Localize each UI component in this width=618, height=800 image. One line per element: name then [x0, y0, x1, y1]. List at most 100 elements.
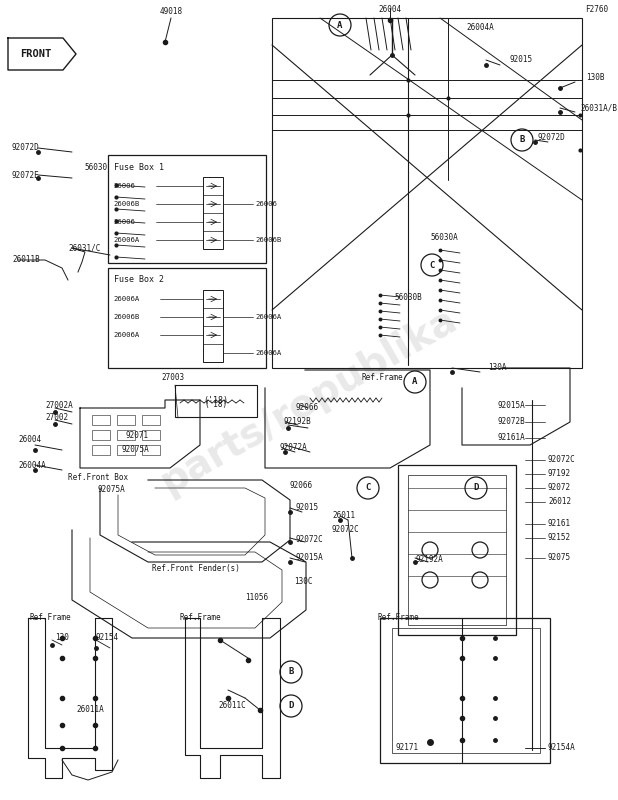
- Text: 56030B: 56030B: [394, 294, 421, 302]
- Text: FRONT: FRONT: [20, 49, 52, 59]
- Bar: [92, 445, 110, 455]
- Text: 26004A: 26004A: [466, 23, 494, 33]
- Text: 92075A: 92075A: [98, 486, 125, 494]
- Text: 92152: 92152: [548, 534, 571, 542]
- Text: Ref.Front Fender(s): Ref.Front Fender(s): [152, 563, 240, 573]
- Bar: [203, 290, 223, 362]
- Text: C: C: [430, 261, 434, 270]
- Text: 26006: 26006: [113, 183, 135, 189]
- Text: 26011: 26011: [332, 511, 355, 521]
- Text: parts/republika: parts/republika: [154, 299, 464, 501]
- Text: 92015: 92015: [510, 55, 533, 65]
- Text: ('18): ('18): [203, 397, 229, 406]
- Bar: [108, 268, 266, 368]
- Text: 26004A: 26004A: [18, 461, 46, 470]
- Text: 130: 130: [55, 634, 69, 642]
- Text: 92015A: 92015A: [295, 554, 323, 562]
- Text: 26006A: 26006A: [113, 237, 139, 243]
- Text: 56030: 56030: [85, 163, 108, 173]
- Text: 26011A: 26011A: [76, 706, 104, 714]
- Text: B: B: [289, 667, 294, 677]
- Text: 92161: 92161: [548, 519, 571, 529]
- Bar: [117, 430, 135, 440]
- Bar: [203, 177, 223, 249]
- Bar: [175, 385, 257, 417]
- Text: 97192: 97192: [548, 470, 571, 478]
- Text: 26006B: 26006B: [113, 201, 139, 207]
- Text: 26006B: 26006B: [113, 314, 139, 320]
- Text: 92072D: 92072D: [12, 143, 40, 153]
- Text: 26006A: 26006A: [113, 296, 139, 302]
- Text: 26006: 26006: [255, 201, 277, 207]
- Bar: [142, 445, 160, 455]
- Text: 92015A: 92015A: [498, 401, 526, 410]
- Text: 27002: 27002: [45, 414, 68, 422]
- Text: Fuse Box 2: Fuse Box 2: [114, 275, 164, 285]
- Text: 130C: 130C: [294, 578, 313, 586]
- Text: 92192B: 92192B: [283, 418, 311, 426]
- Text: 26004: 26004: [378, 6, 402, 14]
- Text: 92072C: 92072C: [296, 535, 324, 545]
- Text: Ref.Front Box: Ref.Front Box: [68, 474, 128, 482]
- Text: 92066: 92066: [290, 482, 313, 490]
- Text: ('18): ('18): [205, 399, 227, 409]
- Text: F2760: F2760: [585, 6, 608, 14]
- Text: D: D: [473, 483, 479, 493]
- Bar: [92, 430, 110, 440]
- Text: Ref.Frame: Ref.Frame: [362, 374, 404, 382]
- Text: 27003: 27003: [161, 374, 185, 382]
- Text: 92015: 92015: [295, 503, 318, 513]
- Text: 92072A: 92072A: [279, 443, 307, 453]
- Bar: [272, 18, 582, 368]
- Text: Ref.Frame: Ref.Frame: [378, 614, 420, 622]
- Text: 92072D: 92072D: [538, 134, 565, 142]
- Text: 92072: 92072: [548, 483, 571, 493]
- Text: 92171: 92171: [395, 743, 418, 753]
- Bar: [398, 465, 516, 635]
- Text: Fuse Box 1: Fuse Box 1: [114, 162, 164, 171]
- Text: 92075: 92075: [548, 554, 571, 562]
- Bar: [142, 430, 160, 440]
- Text: 27002A: 27002A: [45, 401, 73, 410]
- Text: 26006A: 26006A: [113, 332, 139, 338]
- Text: 92072C: 92072C: [332, 526, 360, 534]
- Text: 92154: 92154: [96, 634, 119, 642]
- Bar: [117, 445, 135, 455]
- Bar: [408, 475, 506, 625]
- Text: 26004: 26004: [18, 435, 41, 445]
- Text: D: D: [289, 702, 294, 710]
- Text: A: A: [337, 21, 343, 30]
- Text: 92072B: 92072B: [498, 418, 526, 426]
- Text: B: B: [519, 135, 525, 145]
- Text: 92066: 92066: [295, 403, 318, 413]
- Bar: [92, 415, 110, 425]
- Text: Ref.Frame: Ref.Frame: [180, 614, 222, 622]
- Text: 26012: 26012: [548, 498, 571, 506]
- Bar: [117, 415, 135, 425]
- Text: 26031/C: 26031/C: [68, 243, 100, 253]
- Text: 56030A: 56030A: [430, 234, 458, 242]
- Text: 26006: 26006: [113, 219, 135, 225]
- Text: 26031A/B: 26031A/B: [580, 103, 617, 113]
- Text: 26011B: 26011B: [12, 255, 40, 265]
- Text: 26006A: 26006A: [255, 314, 281, 320]
- Text: Ref.Frame: Ref.Frame: [30, 614, 72, 622]
- Text: A: A: [412, 378, 418, 386]
- Text: 92071: 92071: [125, 430, 148, 439]
- Text: 26006B: 26006B: [255, 237, 281, 243]
- Text: 49018: 49018: [159, 7, 182, 17]
- Text: 92072C: 92072C: [548, 455, 576, 465]
- Text: 11056: 11056: [245, 594, 268, 602]
- Text: 26011C: 26011C: [218, 702, 246, 710]
- Text: 26006A: 26006A: [255, 350, 281, 356]
- Text: 130B: 130B: [586, 74, 604, 82]
- Text: 92161A: 92161A: [498, 434, 526, 442]
- Text: 130A: 130A: [488, 363, 507, 373]
- Text: 92075A: 92075A: [122, 446, 150, 454]
- Bar: [108, 155, 266, 263]
- Bar: [392, 628, 540, 753]
- Text: 92154A: 92154A: [548, 743, 576, 753]
- Text: 92072E: 92072E: [12, 170, 40, 179]
- Text: 92192A: 92192A: [415, 555, 442, 565]
- Bar: [142, 415, 160, 425]
